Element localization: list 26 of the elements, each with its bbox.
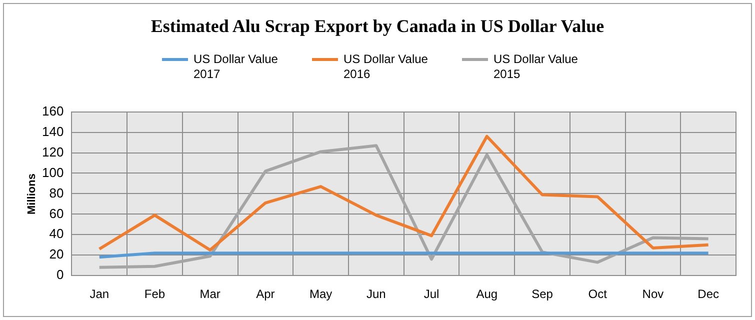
- y-tick-label: 80: [49, 185, 64, 200]
- x-tick-label: Aug: [476, 287, 498, 302]
- legend-label: US Dollar Value 2017: [194, 52, 279, 82]
- y-axis-title: Millions: [26, 174, 38, 214]
- x-tick-label: May: [309, 287, 332, 302]
- y-tick-label: 20: [49, 246, 64, 262]
- x-tick-label: Feb: [144, 287, 166, 302]
- y-tick-label: 0: [56, 267, 64, 282]
- legend-label: US Dollar Value 2016: [344, 52, 429, 82]
- x-tick-label: Jun: [366, 287, 386, 302]
- x-tick-label: Oct: [588, 287, 608, 302]
- chart-title: Estimated Alu Scrap Export by Canada in US Dollar Value: [150, 16, 606, 37]
- x-tick-label: Dec: [698, 287, 719, 302]
- x-tick-label: Apr: [256, 287, 275, 302]
- y-tick-label: 140: [42, 124, 64, 139]
- legend-label: US Dollar Value 2015: [494, 52, 579, 82]
- y-tick-label: 120: [42, 144, 64, 160]
- x-tick-label: Jul: [424, 287, 440, 302]
- x-tick-label: Jan: [90, 287, 110, 302]
- x-tick-label: Sep: [532, 287, 554, 302]
- y-tick-label: 40: [49, 226, 64, 242]
- x-tick-label: Mar: [200, 287, 220, 302]
- y-tick-label: 60: [49, 206, 64, 221]
- x-tick-label: Nov: [642, 287, 664, 302]
- y-tick-label: 160: [42, 103, 64, 118]
- y-tick-label: 100: [42, 164, 64, 180]
